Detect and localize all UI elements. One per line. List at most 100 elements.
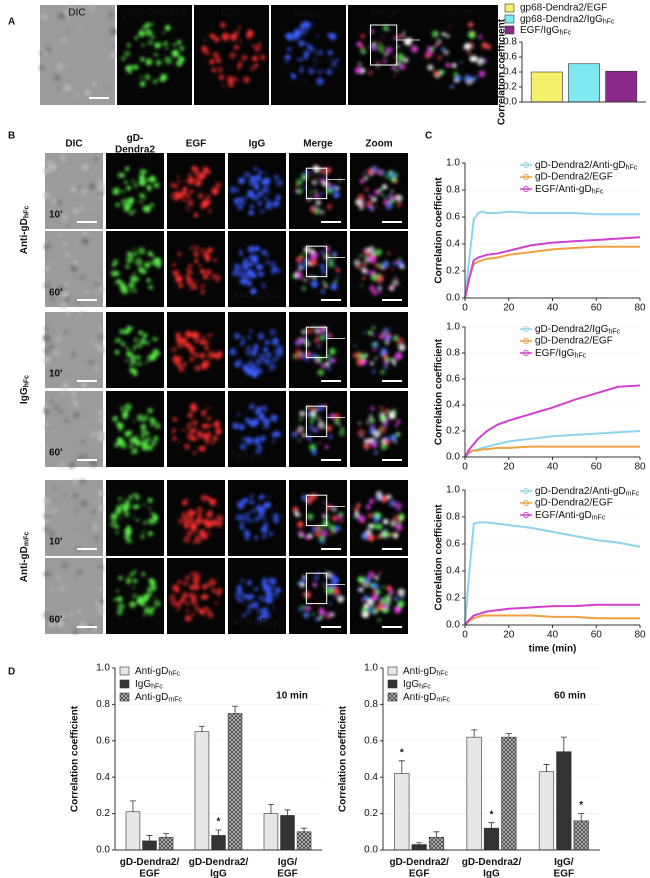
signal-spot xyxy=(445,34,450,38)
signal-spot xyxy=(360,44,365,49)
signal-spot xyxy=(301,329,307,335)
x-tick-label: 80 xyxy=(634,630,646,641)
signal-spot xyxy=(234,263,237,266)
signal-spot xyxy=(303,591,311,599)
signal-spot xyxy=(398,520,402,525)
signal-spot xyxy=(370,274,378,281)
signal-spot xyxy=(250,66,255,71)
signal-spot xyxy=(176,60,183,67)
signal-spot xyxy=(267,496,271,499)
signal-spot xyxy=(73,573,77,577)
x-tick-label: 40 xyxy=(547,303,559,314)
signal-spot xyxy=(247,262,252,267)
signal-spot xyxy=(106,85,109,88)
signal-spot xyxy=(326,584,330,588)
annotation: * xyxy=(400,747,404,758)
signal-spot xyxy=(128,281,136,289)
signal-spot xyxy=(77,185,83,191)
signal-spot xyxy=(174,276,182,283)
signal-spot xyxy=(259,353,267,361)
signal-spot xyxy=(254,587,258,591)
signal-spot xyxy=(318,418,321,421)
text-subscript: mFc xyxy=(592,514,606,521)
signal-spot xyxy=(201,409,207,416)
text-main: Anti-gD xyxy=(403,666,436,677)
signal-spot xyxy=(397,588,406,597)
signal-spot xyxy=(178,189,181,192)
y-tick-label: 0.4 xyxy=(446,400,460,411)
signal-spot xyxy=(328,602,332,606)
signal-spot xyxy=(391,358,396,362)
signal-spot xyxy=(125,167,129,172)
signal-spot xyxy=(239,252,243,256)
signal-spot xyxy=(115,525,119,529)
signal-spot xyxy=(124,50,131,57)
micrograph-background xyxy=(167,231,225,307)
signal-spot xyxy=(185,498,189,502)
signal-spot xyxy=(381,530,389,538)
signal-spot xyxy=(323,284,328,288)
signal-spot xyxy=(374,356,378,360)
signal-spot xyxy=(249,356,252,359)
signal-spot xyxy=(305,605,312,611)
signal-spot xyxy=(252,344,260,351)
signal-spot xyxy=(249,500,255,505)
signal-spot xyxy=(246,33,250,38)
error-bar xyxy=(578,813,585,821)
signal-spot xyxy=(178,253,182,257)
signal-spot xyxy=(59,233,63,237)
signal-spot xyxy=(396,201,402,208)
signal-spot xyxy=(372,523,378,530)
signal-spot xyxy=(464,43,472,50)
signal-spot xyxy=(196,280,199,283)
signal-spot xyxy=(172,271,175,274)
signal-spot xyxy=(269,329,276,336)
signal-spot xyxy=(112,415,119,422)
signal-spot xyxy=(177,356,183,362)
signal-spot xyxy=(45,446,49,449)
signal-spot xyxy=(195,535,200,539)
signal-spot xyxy=(263,196,268,201)
signal-spot xyxy=(124,403,132,411)
signal-spot xyxy=(311,179,318,186)
signal-spot xyxy=(136,355,141,360)
micrograph xyxy=(228,480,286,556)
signal-spot xyxy=(241,578,244,582)
signal-spot xyxy=(50,507,58,515)
signal-spot xyxy=(265,260,270,265)
signal-spot xyxy=(56,450,60,454)
signal-spot xyxy=(394,502,402,510)
zoom-box xyxy=(305,326,328,359)
signal-spot xyxy=(380,414,384,418)
signal-spot xyxy=(334,525,341,532)
signal-spot xyxy=(381,585,385,589)
signal-spot xyxy=(263,522,269,527)
signal-spot xyxy=(241,201,246,206)
signal-spot xyxy=(205,172,208,175)
signal-spot xyxy=(396,419,401,424)
zoom-box xyxy=(370,24,398,66)
signal-spot xyxy=(309,419,314,424)
signal-spot xyxy=(144,74,151,81)
signal-spot xyxy=(209,333,213,337)
signal-spot xyxy=(94,282,100,288)
micrograph-signal xyxy=(43,390,105,469)
signal-spot xyxy=(270,414,278,422)
signal-spot xyxy=(307,436,312,441)
signal-spot xyxy=(327,50,333,56)
signal-spot xyxy=(182,580,189,587)
signal-spot xyxy=(176,40,182,45)
signal-spot xyxy=(198,436,202,440)
signal-spot xyxy=(242,364,249,371)
signal-spot xyxy=(151,581,156,586)
x-tick-label: 60 xyxy=(591,630,603,641)
signal-spot xyxy=(316,344,321,349)
signal-spot xyxy=(306,513,314,520)
signal-spot xyxy=(124,358,128,362)
signal-spot xyxy=(197,192,204,199)
signal-spot xyxy=(249,204,255,209)
line-series xyxy=(464,245,640,299)
signal-spot xyxy=(373,430,381,438)
signal-spot xyxy=(116,589,119,593)
signal-spot xyxy=(321,522,326,528)
